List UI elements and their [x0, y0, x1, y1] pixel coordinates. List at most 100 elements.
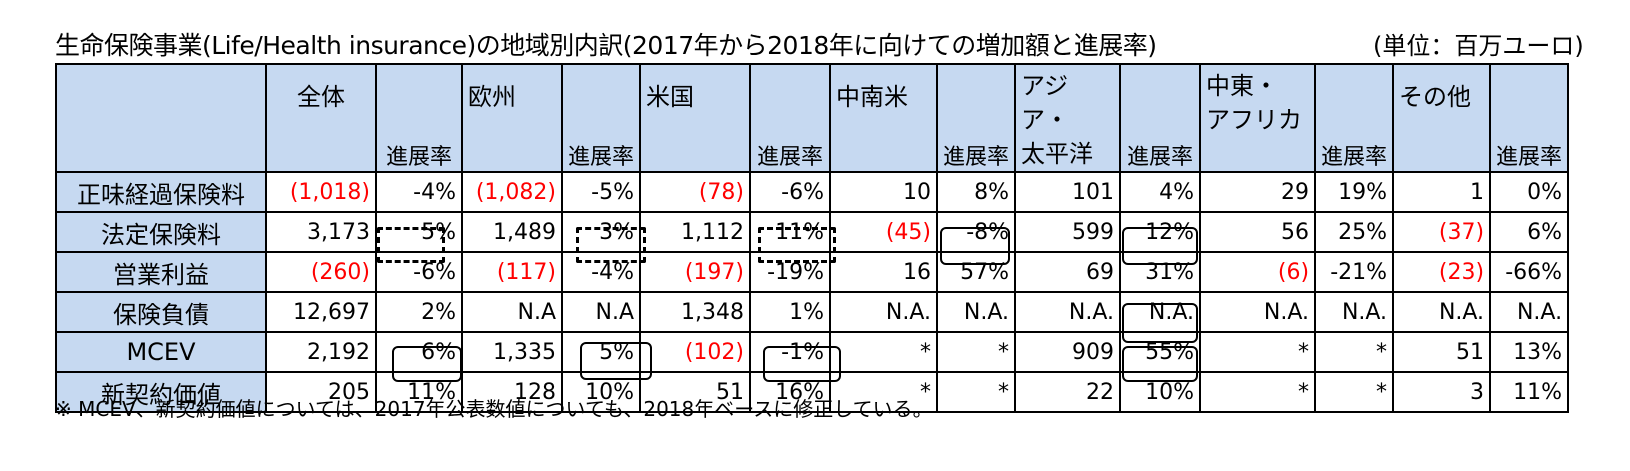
- rate-cell: 5%: [560, 331, 642, 373]
- value-cell: (45): [829, 211, 939, 253]
- rate-cell: 0%: [1489, 171, 1570, 213]
- rate-cell: 31%: [1119, 251, 1202, 293]
- rate-cell: -19%: [749, 251, 832, 293]
- value-cell: (260): [265, 251, 377, 293]
- row-label: 営業利益: [55, 251, 267, 293]
- footnote: ※ MCEV、新契約価値については、2017年公表数値についても、2018年ベー…: [55, 397, 933, 421]
- rate-cell: 3%: [560, 211, 642, 253]
- value-cell: (37): [1392, 211, 1492, 253]
- header-rate-europe: 進展率: [560, 63, 642, 173]
- rate-cell: N.A.: [936, 291, 1017, 333]
- unit-label: (単位：百万ユーロ): [1373, 32, 1584, 60]
- rate-cell: -1%: [749, 331, 832, 373]
- value-cell: *: [829, 331, 939, 373]
- value-cell: 205: [265, 371, 377, 413]
- value-cell: 101: [1014, 171, 1122, 213]
- rate-cell: 11%: [749, 211, 832, 253]
- value-cell: 1,112: [639, 211, 752, 253]
- rate-cell: 6%: [375, 331, 463, 373]
- rate-cell: 13%: [1489, 331, 1570, 373]
- value-cell: 599: [1014, 211, 1122, 253]
- value-cell: *: [1199, 331, 1317, 373]
- value-cell: 3: [1392, 371, 1492, 413]
- value-cell: 29: [1199, 171, 1317, 213]
- value-cell: (1,082): [461, 171, 563, 213]
- rate-cell: -66%: [1489, 251, 1570, 293]
- rate-cell: -6%: [749, 171, 832, 213]
- rate-cell: 2%: [375, 291, 463, 333]
- rate-cell: N.A.: [1119, 291, 1202, 333]
- header-region-total: 全体: [265, 63, 377, 173]
- value-cell: 1,489: [461, 211, 563, 253]
- rate-cell: 12%: [1119, 211, 1202, 253]
- header-rate-apac: 進展率: [1119, 63, 1202, 173]
- value-cell: *: [829, 371, 939, 413]
- rate-cell: -4%: [375, 171, 463, 213]
- rate-cell: -4%: [560, 251, 642, 293]
- header-blank-cell: [55, 63, 267, 173]
- value-cell: 56: [1199, 211, 1317, 253]
- value-cell: 3,173: [265, 211, 377, 253]
- header-region-latam: 中南米: [829, 63, 939, 173]
- value-cell: 51: [1392, 331, 1492, 373]
- header-rate-total: 進展率: [375, 63, 463, 173]
- value-cell: 16: [829, 251, 939, 293]
- rate-cell: *: [936, 331, 1017, 373]
- rate-cell: -6%: [375, 251, 463, 293]
- rate-cell: 19%: [1314, 171, 1395, 213]
- value-cell: N.A: [461, 291, 563, 333]
- rate-cell: 25%: [1314, 211, 1395, 253]
- row-label: 新契約価値: [55, 371, 267, 413]
- header-rate-latam: 進展率: [936, 63, 1017, 173]
- value-cell: N.A.: [1392, 291, 1492, 333]
- header-rate-mea: 進展率: [1314, 63, 1395, 173]
- value-cell: 51: [639, 371, 752, 413]
- rate-cell: 11%: [1489, 371, 1570, 413]
- table-title: 生命保険事業(Life/Health insurance)の地域別内訳(2017…: [55, 31, 1157, 60]
- rate-cell: 55%: [1119, 331, 1202, 373]
- value-cell: 909: [1014, 331, 1122, 373]
- value-cell: (78): [639, 171, 752, 213]
- rate-cell: 6%: [1489, 211, 1570, 253]
- table-row: 正味経過保険料 (1,018) -4% (1,082) -5% (78) -6% 10 8% 10…: [55, 171, 1570, 213]
- value-cell: 2,192: [265, 331, 377, 373]
- rate-cell: -8%: [936, 211, 1017, 253]
- value-cell: N.A.: [1014, 291, 1122, 333]
- header-rate-usa: 進展率: [749, 63, 832, 173]
- row-label: 正味経過保険料: [55, 171, 267, 213]
- region-breakdown-table: 全体 進展率 欧州 進展率 米国 進展率 中南米 進展率 アジア・ 太平洋 進展…: [55, 63, 1570, 413]
- table-row: MCEV 2,192 6% 1,335 5% (102) -1% * * 909 55% * * 51 13…: [55, 331, 1570, 373]
- rate-cell: N.A.: [1314, 291, 1395, 333]
- rate-cell: 11%: [375, 371, 463, 413]
- header-rate-other: 進展率: [1489, 63, 1570, 173]
- row-label: 法定保険料: [55, 211, 267, 253]
- rate-cell: 10%: [1119, 371, 1202, 413]
- rate-cell: 16%: [749, 371, 832, 413]
- rate-cell: N.A.: [1489, 291, 1570, 333]
- header-region-mea: 中東・ アフリカ: [1199, 63, 1317, 173]
- value-cell: N.A.: [1199, 291, 1317, 333]
- value-cell: 128: [461, 371, 563, 413]
- rate-cell: 8%: [936, 171, 1017, 213]
- header-region-other: その他: [1392, 63, 1492, 173]
- value-cell: (197): [639, 251, 752, 293]
- row-label: MCEV: [55, 331, 267, 373]
- rate-cell: 4%: [1119, 171, 1202, 213]
- value-cell: (117): [461, 251, 563, 293]
- table-row: 新契約価値 205 11% 128 10% 51 16% * * 22 10% * * 3 11%: [55, 371, 1570, 413]
- header-region-europe: 欧州: [461, 63, 563, 173]
- value-cell: (6): [1199, 251, 1317, 293]
- rate-cell: 57%: [936, 251, 1017, 293]
- table-row: 保険負債 12,697 2% N.A N.A 1,348 1% N.A. N.A. N.A. N.A…: [55, 291, 1570, 333]
- value-cell: 10: [829, 171, 939, 213]
- value-cell: 1,335: [461, 331, 563, 373]
- header-region-apac: アジア・ 太平洋: [1014, 63, 1122, 173]
- rate-cell: *: [936, 371, 1017, 413]
- table-row: 営業利益 (260) -6% (117) -4% (197) -19% 16 57% 69 31%(…: [55, 251, 1570, 293]
- rate-cell: -5%: [560, 171, 642, 213]
- value-cell: (1,018): [265, 171, 377, 213]
- header-region-usa: 米国: [639, 63, 752, 173]
- value-cell: (23): [1392, 251, 1492, 293]
- rate-cell: 5%: [375, 211, 463, 253]
- value-cell: (102): [639, 331, 752, 373]
